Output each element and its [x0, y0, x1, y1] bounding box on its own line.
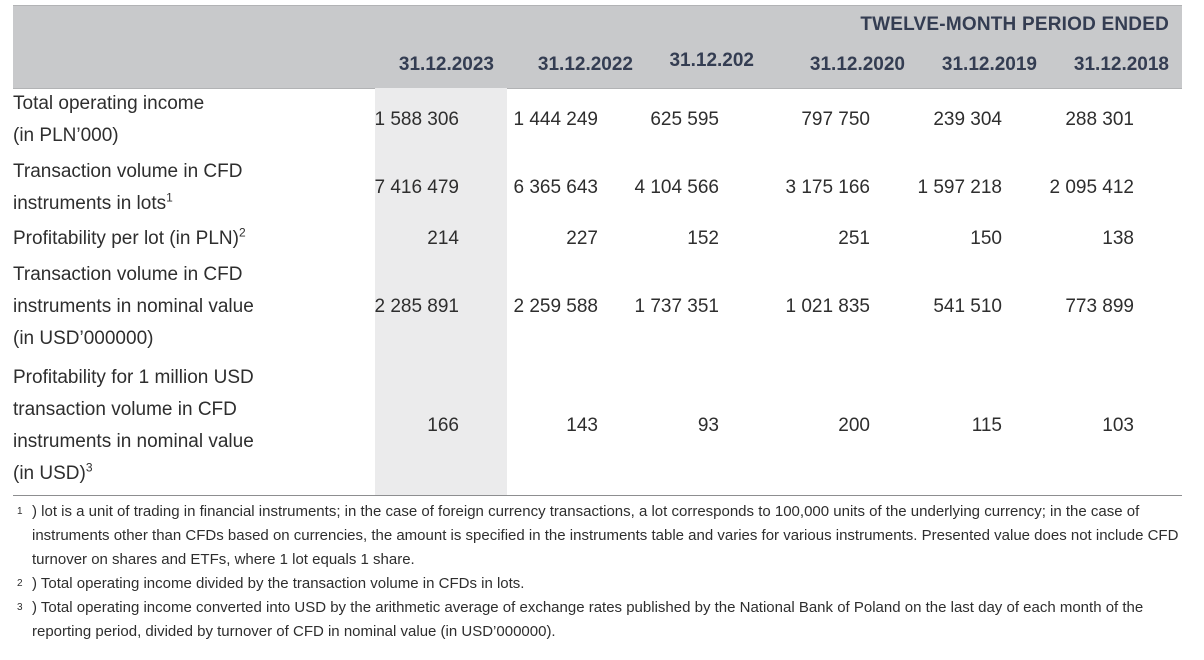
column-header-2023: 31.12.2023	[398, 54, 494, 75]
footnote-mark: 2	[17, 578, 23, 589]
table-cell: 150	[970, 228, 1002, 249]
table-cell: 214	[427, 228, 459, 249]
column-header-2022: 31.12.2022	[537, 54, 633, 75]
footnote-text: ) Total operating income converted into …	[32, 599, 1144, 640]
table-cell: 143	[566, 415, 598, 436]
table-cell: 152	[687, 228, 719, 249]
table-cell: 625 595	[650, 109, 719, 130]
table-cell: 7 416 479	[374, 177, 459, 198]
table-row: Transaction volume in CFD instruments in…	[0, 259, 1169, 355]
table-cell: 200	[838, 415, 870, 436]
period-title: TWELVE-MONTH PERIOD ENDED	[860, 14, 1169, 35]
table-cell: 239 304	[933, 109, 1002, 130]
table-row: Profitability for 1 million USD transact…	[0, 362, 1169, 490]
table-cell: 138	[1102, 228, 1134, 249]
footnote-ref: 2	[238, 225, 246, 240]
table-cell: 166	[427, 415, 459, 436]
table-cell: 541 510	[933, 296, 1002, 317]
table-row: Transaction volume in CFD instruments in…	[0, 156, 1169, 220]
table-header: TWELVE-MONTH PERIOD ENDED 31.12.2023 31.…	[13, 5, 1182, 89]
table-cell: 1 444 249	[513, 109, 598, 130]
table-cell: 1 597 218	[917, 177, 1002, 198]
table-bottom-rule	[13, 495, 1182, 496]
financial-table: TWELVE-MONTH PERIOD ENDED 31.12.2023 31.…	[13, 5, 1182, 89]
table-cell: 6 365 643	[513, 177, 598, 198]
table-cell: 288 301	[1065, 109, 1134, 130]
table-row: Total operating income (in PLN’000) 1 58…	[0, 88, 1169, 152]
table-cell: 115	[971, 415, 1002, 436]
row-label: Transaction volume in CFD instruments in…	[13, 161, 243, 214]
column-header-2018: 31.12.2018	[1073, 54, 1169, 75]
table-cell: 3 175 166	[785, 177, 870, 198]
table-cell: 227	[566, 228, 598, 249]
table-cell: 2 095 412	[1049, 177, 1134, 198]
column-header-2019: 31.12.2019	[941, 54, 1037, 75]
table-cell: 797 750	[801, 109, 870, 130]
footnote: 2 ) Total operating income divided by th…	[17, 572, 1192, 596]
table-cell: 1 588 306	[374, 109, 459, 130]
footnote-text: ) lot is a unit of trading in financial …	[32, 503, 1179, 568]
highlighted-column	[375, 88, 507, 495]
table-cell: 251	[838, 228, 870, 249]
row-label: Profitability for 1 million USD transact…	[13, 367, 254, 484]
footnote-mark: 1	[17, 506, 23, 517]
column-header-2020: 31.12.2020	[809, 54, 905, 75]
row-label: Profitability per lot (in PLN)2	[13, 225, 246, 249]
row-label: Transaction volume in CFD instruments in…	[13, 264, 254, 349]
table-cell: 2 285 891	[374, 296, 459, 317]
table-cell: 103	[1102, 415, 1134, 436]
table-row: Profitability per lot (in PLN)2 214 227 …	[0, 223, 1169, 255]
footnotes: 1 ) lot is a unit of trading in financia…	[17, 500, 1192, 644]
table-cell: 773 899	[1065, 296, 1134, 317]
table-cell: 93	[697, 415, 719, 436]
row-label: Total operating income (in PLN’000)	[13, 93, 205, 146]
footnote-ref: 1	[166, 190, 173, 205]
footnote-mark: 3	[17, 602, 23, 613]
table-cell: 2 259 588	[513, 296, 598, 317]
footnote-text: ) Total operating income divided by the …	[32, 575, 525, 592]
footnote: 1 ) lot is a unit of trading in financia…	[17, 500, 1192, 572]
table-cell: 1 021 835	[785, 296, 870, 317]
table-cell: 4 104 566	[634, 177, 719, 198]
table-cell: 1 737 351	[634, 296, 719, 317]
column-header-2021: 31.12.202	[669, 50, 754, 71]
footnote-ref: 3	[85, 460, 93, 475]
footnote: 3 ) Total operating income converted int…	[17, 596, 1192, 644]
